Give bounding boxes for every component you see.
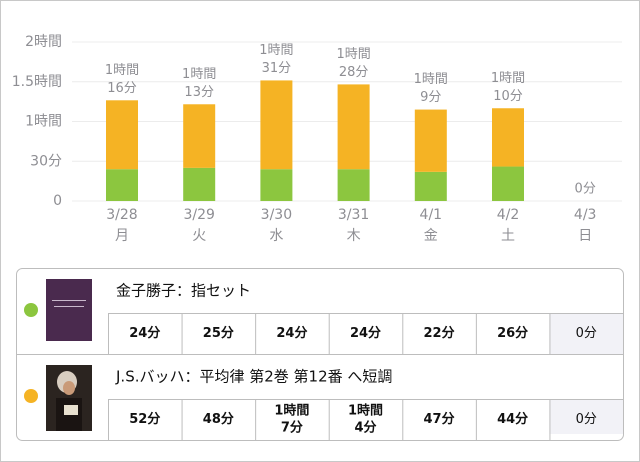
total-label: 1時間 <box>491 71 525 86</box>
y-tick-label: 1時間 <box>25 114 62 130</box>
total-label: 31分 <box>262 61 292 76</box>
x-tick-label: 3/31 <box>338 207 369 223</box>
cell-value: 26分 <box>497 325 528 341</box>
bar-segment <box>106 100 138 170</box>
cell-value: 24分 <box>276 325 307 341</box>
weekday-label: 日 <box>578 228 592 244</box>
cell-value: 7分 <box>281 420 303 436</box>
bar-segment <box>492 108 524 167</box>
cell-empty-bg <box>549 314 623 354</box>
cell-value: 24分 <box>129 325 160 341</box>
weekday-label: 木 <box>347 228 361 244</box>
cell-value: 22分 <box>424 325 455 341</box>
legend-name: J.S.バッハ：平均律 第2巻 第12番 へ短調 <box>115 368 392 386</box>
legend-dot <box>24 389 38 403</box>
total-label: 10分 <box>493 89 523 104</box>
cell-value: 1時間 <box>348 403 383 419</box>
y-tick-label: 2時間 <box>25 34 62 50</box>
cell-empty-bg <box>549 400 623 434</box>
cell-value: 52分 <box>129 411 160 427</box>
x-tick-label: 4/1 <box>420 207 443 223</box>
cell-value: 25分 <box>203 325 234 341</box>
legend-name: 金子勝子：指セット <box>116 282 251 300</box>
total-label: 28分 <box>339 65 369 80</box>
total-label: 1時間 <box>105 63 139 78</box>
x-tick-label: 4/2 <box>497 207 520 223</box>
bar-segment <box>183 167 216 201</box>
y-tick-label: 0 <box>53 193 62 209</box>
total-label: 1時間 <box>336 47 370 62</box>
bar-segment <box>260 169 293 201</box>
cell-value: 0分 <box>576 326 597 341</box>
x-tick-label: 3/28 <box>106 207 137 223</box>
bar-segment <box>337 169 370 201</box>
cell-value: 1時間 <box>274 403 309 419</box>
weekday-label: 月 <box>115 228 129 244</box>
weekday-label: 金 <box>424 228 438 244</box>
thumb-book <box>46 279 92 341</box>
total-label: 1時間 <box>259 43 293 58</box>
total-label: 13分 <box>184 85 214 100</box>
bar-segment <box>414 171 447 201</box>
legend-dot <box>24 303 38 317</box>
cell-value: 4分 <box>354 420 376 436</box>
thumb-portrait <box>46 365 92 431</box>
x-tick-label: 3/30 <box>261 207 292 223</box>
total-label: 0分 <box>575 182 596 197</box>
weekday-label: 火 <box>192 228 206 244</box>
y-tick-label: 30分 <box>30 153 62 169</box>
total-label: 1時間 <box>182 67 216 82</box>
bar-segment <box>106 169 138 201</box>
total-label: 1時間 <box>414 72 448 87</box>
y-tick-label: 1.5時間 <box>12 74 62 90</box>
total-label: 16分 <box>107 81 137 96</box>
cell-value: 0分 <box>576 412 597 427</box>
bar-segment <box>260 80 293 170</box>
weekday-label: 水 <box>269 228 283 244</box>
bar-segment <box>183 104 216 168</box>
x-tick-label: 4/3 <box>574 207 597 223</box>
total-label: 9分 <box>420 90 441 105</box>
bar-segment <box>492 166 524 201</box>
bar-segment <box>414 109 447 172</box>
weekday-label: 土 <box>501 228 515 244</box>
cell-value: 47分 <box>424 411 455 427</box>
x-tick-label: 3/29 <box>183 207 214 223</box>
cell-value: 44分 <box>497 411 528 427</box>
cell-value: 48分 <box>203 411 234 427</box>
cell-value: 24分 <box>350 325 381 341</box>
bar-segment <box>337 84 370 170</box>
